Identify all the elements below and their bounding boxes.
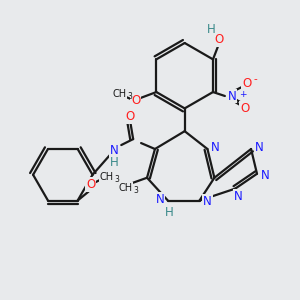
Text: O: O — [131, 94, 140, 107]
Text: H: H — [207, 23, 215, 36]
Text: O: O — [214, 33, 224, 46]
Text: -: - — [254, 74, 257, 84]
Text: H: H — [164, 206, 173, 219]
Text: 3: 3 — [133, 186, 138, 195]
Text: N: N — [211, 140, 220, 154]
Text: N: N — [110, 143, 119, 157]
Text: CH: CH — [112, 89, 127, 99]
Text: N: N — [234, 190, 243, 203]
Text: 3: 3 — [128, 92, 133, 101]
Text: N: N — [155, 193, 164, 206]
Text: N: N — [203, 195, 212, 208]
Text: 3: 3 — [114, 175, 119, 184]
Text: O: O — [86, 178, 95, 191]
Text: +: + — [239, 89, 246, 98]
Text: O: O — [126, 110, 135, 123]
Text: N: N — [227, 89, 236, 103]
Text: N: N — [255, 140, 263, 154]
Text: CH: CH — [99, 172, 113, 182]
Text: O: O — [242, 76, 251, 90]
Text: H: H — [110, 156, 119, 170]
Text: O: O — [240, 102, 249, 116]
Text: N: N — [261, 169, 269, 182]
Text: CH: CH — [118, 183, 132, 193]
